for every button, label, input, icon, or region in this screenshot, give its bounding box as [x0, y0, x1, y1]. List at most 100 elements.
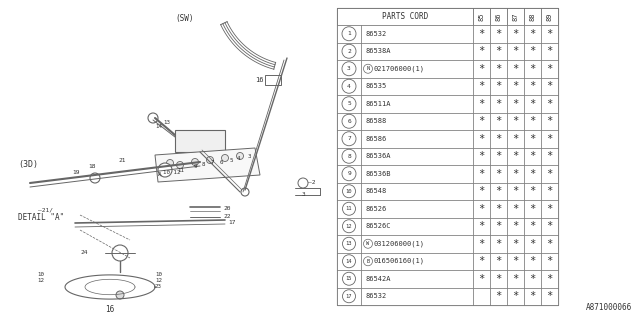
Bar	[490, 25, 507, 43]
Text: *: *	[513, 204, 518, 214]
Text: *: *	[478, 29, 484, 39]
Text: *: *	[547, 256, 552, 266]
Text: *: *	[478, 134, 484, 144]
Circle shape	[90, 173, 100, 183]
Text: *: *	[495, 274, 502, 284]
Circle shape	[166, 159, 173, 166]
Bar	[524, 218, 541, 235]
Text: *: *	[547, 169, 552, 179]
Bar	[337, 95, 361, 113]
Circle shape	[116, 291, 124, 299]
Text: *: *	[495, 186, 502, 196]
Text: 1: 1	[347, 31, 351, 36]
Text: *: *	[495, 64, 502, 74]
Text: 016506160(1): 016506160(1)	[374, 258, 425, 265]
Bar	[524, 165, 541, 182]
Text: 031206000(1): 031206000(1)	[374, 241, 425, 247]
Text: —2: —2	[308, 180, 316, 186]
Text: 6: 6	[220, 159, 223, 164]
Text: 86536A: 86536A	[365, 153, 390, 159]
Text: 86538A: 86538A	[365, 48, 390, 54]
Bar	[361, 200, 473, 218]
Bar	[361, 270, 473, 287]
Text: *: *	[513, 239, 518, 249]
Text: A871000066: A871000066	[586, 303, 632, 312]
Text: 9: 9	[194, 164, 198, 170]
Text: 17: 17	[346, 294, 352, 299]
Text: 19: 19	[72, 170, 79, 174]
Bar	[507, 218, 524, 235]
Bar	[361, 218, 473, 235]
Circle shape	[158, 163, 172, 177]
Bar	[337, 25, 361, 43]
Text: *: *	[513, 169, 518, 179]
Text: *: *	[513, 134, 518, 144]
Text: 11: 11	[177, 167, 184, 172]
Text: 10: 10	[346, 189, 352, 194]
Circle shape	[298, 178, 308, 188]
Text: 86532: 86532	[365, 293, 387, 299]
Bar	[473, 60, 490, 77]
Text: *: *	[478, 99, 484, 109]
Bar	[473, 130, 490, 148]
Circle shape	[241, 188, 249, 196]
Text: 4: 4	[347, 84, 351, 89]
Text: 86526C: 86526C	[365, 223, 390, 229]
Bar	[473, 200, 490, 218]
Text: *: *	[495, 291, 502, 301]
Text: 86526: 86526	[365, 206, 387, 212]
Text: *: *	[478, 116, 484, 126]
Bar	[541, 60, 558, 77]
Bar	[490, 182, 507, 200]
Circle shape	[148, 113, 158, 123]
Text: B: B	[367, 259, 369, 264]
Text: 12: 12	[346, 224, 352, 229]
Text: 13: 13	[163, 119, 170, 124]
Bar	[337, 270, 361, 287]
Bar	[473, 95, 490, 113]
Bar	[473, 287, 490, 305]
Bar	[337, 200, 361, 218]
Text: 87: 87	[513, 12, 518, 21]
Circle shape	[221, 155, 228, 162]
Text: *: *	[529, 291, 536, 301]
Bar	[490, 148, 507, 165]
Text: *: *	[529, 274, 536, 284]
Bar	[490, 113, 507, 130]
Text: 10 12: 10 12	[163, 171, 180, 175]
Bar	[473, 8, 490, 25]
Text: 8: 8	[347, 154, 351, 159]
Bar	[473, 252, 490, 270]
Bar	[524, 8, 541, 25]
Text: 7: 7	[347, 136, 351, 141]
Circle shape	[191, 158, 198, 165]
Text: *: *	[529, 169, 536, 179]
Text: 18: 18	[88, 164, 95, 170]
Bar	[524, 287, 541, 305]
Bar	[507, 8, 524, 25]
Bar	[541, 43, 558, 60]
Bar	[524, 113, 541, 130]
Text: *: *	[547, 186, 552, 196]
Text: *: *	[495, 116, 502, 126]
Text: 86542A: 86542A	[365, 276, 390, 282]
Bar	[490, 165, 507, 182]
Text: 4: 4	[237, 156, 241, 161]
Bar	[490, 60, 507, 77]
Bar	[541, 113, 558, 130]
Bar	[337, 235, 361, 252]
Text: *: *	[529, 221, 536, 231]
Bar	[473, 235, 490, 252]
Bar	[507, 130, 524, 148]
Bar	[361, 95, 473, 113]
Text: 12: 12	[155, 277, 162, 283]
Bar	[490, 8, 507, 25]
Bar	[490, 218, 507, 235]
Text: 5: 5	[230, 157, 234, 163]
Text: 7: 7	[211, 161, 214, 165]
Text: 17: 17	[228, 220, 236, 225]
Text: W: W	[367, 241, 369, 246]
Bar	[507, 287, 524, 305]
Text: A: A	[158, 172, 162, 177]
Text: *: *	[495, 134, 502, 144]
